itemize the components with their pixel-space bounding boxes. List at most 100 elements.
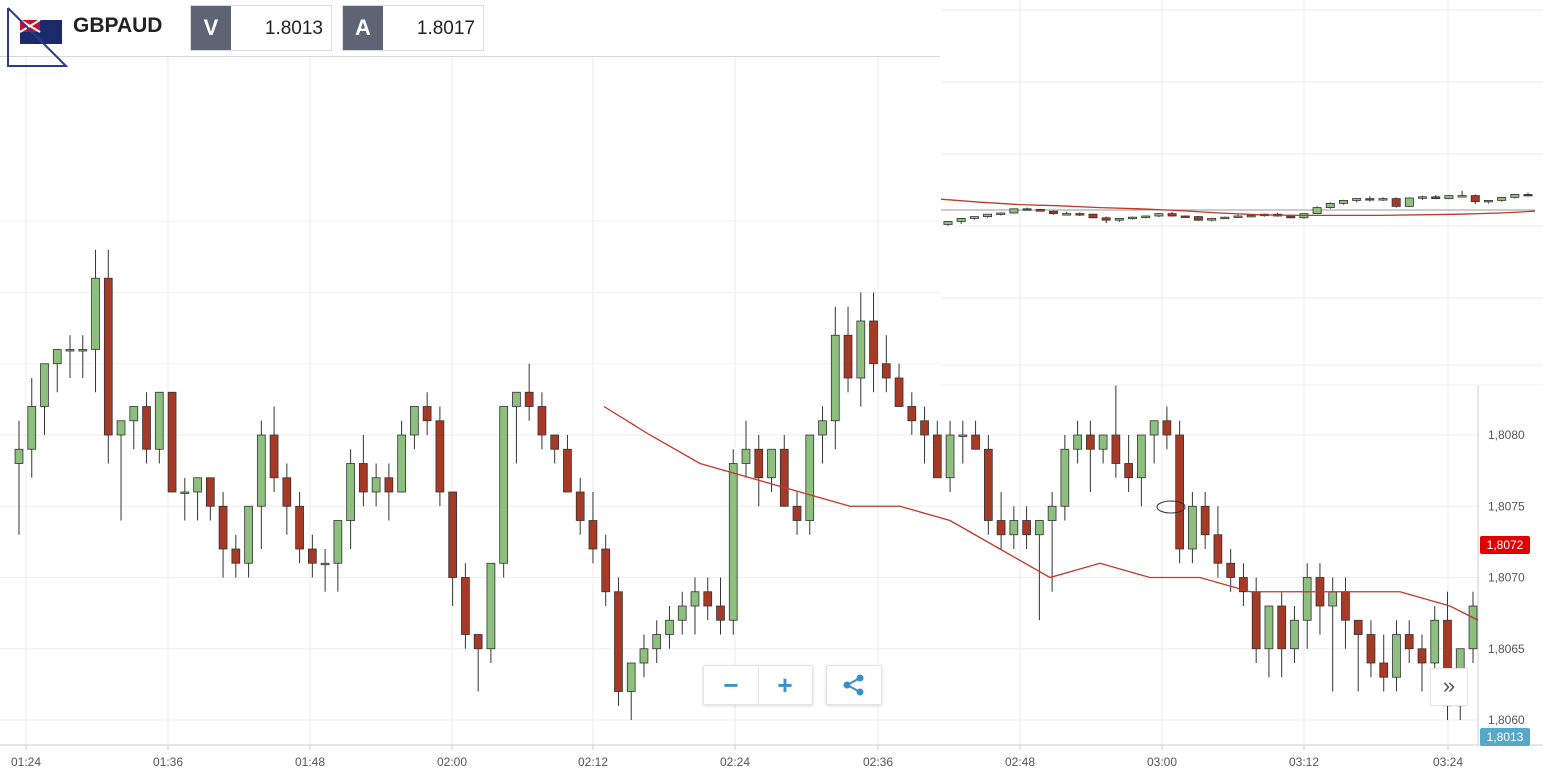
minus-icon[interactable]: − [704,666,759,704]
candle-down [1022,520,1031,536]
candle-up [741,448,751,464]
candle-down [894,377,904,407]
candle-up [1430,619,1440,664]
candle-down [1111,434,1121,464]
inset-candle-up [1233,215,1243,218]
inset-panel [941,0,1543,385]
candle-down [881,363,891,379]
inset-candle-up [996,212,1006,215]
candle-down [614,591,623,692]
candle-up [78,349,88,352]
candle-down [537,406,547,436]
y-tick-label: 1,8075 [1488,499,1525,513]
candle-up [14,448,24,464]
candle-down [920,420,929,436]
candle-up [244,505,253,564]
candle-down [588,520,598,550]
candle-down [792,505,802,521]
inset-candle-up [983,213,993,217]
candle-up [333,520,343,564]
candle-down [983,448,993,521]
inset-candle-down [1286,215,1296,219]
inset-candle-up [1246,214,1256,218]
share-icon[interactable] [827,666,881,704]
candle-up [805,434,815,521]
candle-up [129,406,139,422]
candle-down [1353,619,1363,635]
candle-up [397,434,406,493]
ask-value: 1.8017 [416,18,475,39]
candle-down [1366,634,1376,664]
candle-down [563,448,572,493]
candle-up [486,562,496,650]
candle-up [767,448,776,479]
candle-down [703,591,713,607]
plus-icon[interactable]: + [777,670,793,700]
bid-price-tag: 1,8013 [1480,728,1530,746]
bid-label: V [191,6,231,50]
inset-candle-up [1352,198,1362,201]
candle-down [575,491,585,521]
current-price-tag: 1,8072 [1480,536,1530,554]
candle-up [1328,591,1338,607]
candle-up [1302,577,1312,621]
candle-down [779,448,789,507]
candle-up [1290,619,1299,650]
inset-candle-down [1048,210,1058,214]
y-tick-label: 1,8065 [1488,642,1525,656]
inset-candle-up [1418,196,1428,199]
inset-candle-down [1391,198,1401,207]
inset-candle-up [1483,199,1493,203]
inset-moving-average-line [940,198,1536,217]
inset-candle-up [943,220,953,225]
inset-candle-up [1062,213,1072,216]
candle-up [1149,420,1159,436]
gb-au-flag-icon [6,6,69,68]
candle-down [1277,605,1287,650]
candle-down [435,420,445,493]
candle-down [205,477,215,507]
inset-candle-down [1431,196,1441,200]
candle-down [142,406,151,450]
candle-down [754,448,764,479]
double-chevron-right-icon[interactable]: » [1430,668,1468,706]
inset-candle-up [1220,216,1230,220]
bid-value: 1.8013 [264,18,323,39]
candle-up [410,406,419,436]
inset-candle-down [1523,193,1533,197]
inset-candle-up [956,217,966,222]
y-tick-label: 1,8070 [1488,571,1525,585]
inset-candle-down [1193,216,1203,221]
inset-candle-down [1167,213,1177,217]
candle-down [1162,420,1172,436]
inset-candle-down [1022,208,1032,211]
candle-up [512,391,521,407]
candle-down [1175,434,1185,550]
candle-down [167,391,177,493]
candle-down [422,406,432,422]
inset-candle-up [1207,217,1217,221]
inset-candle-down [1180,215,1190,218]
inset-candle-up [1404,197,1414,207]
ask-quote[interactable]: A 1.8017 [342,5,484,51]
candle-down [1379,662,1389,678]
bid-quote[interactable]: V 1.8013 [190,5,332,51]
inset-candle-down [1101,217,1111,221]
candle-down [843,334,853,379]
candle-up [320,562,330,566]
candle-down [996,520,1006,536]
candle-up [665,619,674,635]
candle-up [193,477,202,493]
candle-up [371,477,381,493]
inset-candle-up [969,216,979,219]
y-tick-label: 1,8080 [1488,428,1525,442]
candle-down [1239,577,1248,593]
candle-down [716,605,725,621]
candle-up [818,420,827,436]
inset-candle-down [1035,208,1045,212]
candle-up [1137,434,1146,479]
candle-down [550,434,560,450]
candle-up [1060,448,1070,507]
